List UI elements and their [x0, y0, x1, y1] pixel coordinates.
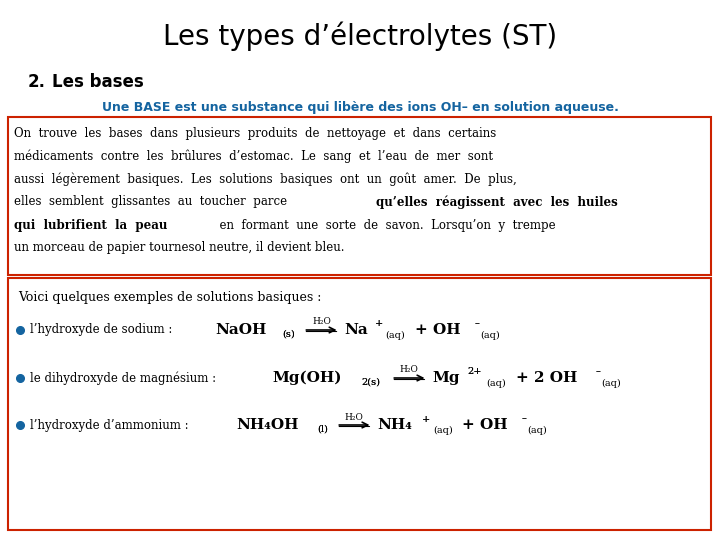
Text: –: – — [474, 320, 479, 328]
Text: Les bases: Les bases — [52, 73, 144, 91]
Text: (aq): (aq) — [487, 379, 506, 388]
Text: (aq): (aq) — [433, 426, 453, 435]
Text: Na: Na — [344, 323, 368, 337]
Text: (s): (s) — [282, 329, 294, 339]
Text: qu’elles  réagissent  avec  les  huiles: qu’elles réagissent avec les huiles — [376, 195, 618, 209]
Text: en  formant  une  sorte  de  savon.  Lorsqu’on  y  trempe: en formant une sorte de savon. Lorsqu’on… — [212, 219, 556, 232]
Text: aussi  légèrement  basiques.  Les  solutions  basiques  ont  un  goût  amer.  De: aussi légèrement basiques. Les solutions… — [14, 172, 517, 186]
Text: Une BASE est une substance qui libère des ions OH– en solution aqueuse.: Une BASE est une substance qui libère de… — [102, 100, 618, 113]
Text: –: – — [474, 320, 479, 328]
Text: Mg(OH): Mg(OH) — [272, 371, 342, 385]
Text: H₂O: H₂O — [400, 366, 419, 375]
Text: 2+: 2+ — [468, 368, 482, 376]
Text: Les types d’électrolytes (ST): Les types d’électrolytes (ST) — [163, 21, 557, 51]
Text: (s): (s) — [282, 329, 294, 339]
Text: l’hydroxyde d’ammonium :: l’hydroxyde d’ammonium : — [30, 418, 189, 431]
Text: Voici quelques exemples de solutions basiques :: Voici quelques exemples de solutions bas… — [18, 292, 321, 305]
Text: (aq): (aq) — [528, 426, 547, 435]
Text: (aq): (aq) — [386, 330, 405, 340]
Text: elles  semblent  glissantes  au  toucher  parce: elles semblent glissantes au toucher par… — [14, 195, 294, 208]
Text: +: + — [375, 320, 383, 328]
Bar — [8, 117, 711, 275]
Text: + OH: + OH — [415, 323, 461, 337]
Text: Mg: Mg — [432, 371, 460, 385]
Text: –: – — [595, 368, 600, 376]
Text: 2(s): 2(s) — [362, 377, 381, 387]
Text: On  trouve  les  bases  dans  plusieurs  produits  de  nettoyage  et  dans  cert: On trouve les bases dans plusieurs produ… — [14, 126, 496, 139]
Text: (l): (l) — [318, 424, 328, 434]
Text: NaOH: NaOH — [216, 323, 267, 337]
Text: 2.: 2. — [28, 73, 46, 91]
Text: 2+: 2+ — [468, 368, 482, 376]
Text: +: + — [423, 415, 431, 423]
Text: –: – — [595, 368, 600, 376]
Text: + OH: + OH — [462, 418, 508, 432]
Bar — [8, 278, 711, 530]
Text: (aq): (aq) — [480, 330, 500, 340]
Text: un morceau de papier tournesol neutre, il devient bleu.: un morceau de papier tournesol neutre, i… — [14, 241, 344, 254]
Text: +: + — [423, 415, 431, 423]
Text: médicaments  contre  les  brûlures  d’estomac.  Le  sang  et  l’eau  de  mer  so: médicaments contre les brûlures d’estoma… — [14, 149, 493, 163]
Text: H₂O: H₂O — [345, 413, 364, 422]
Text: +: + — [375, 320, 383, 328]
Text: le dihydroxyde de magnésium :: le dihydroxyde de magnésium : — [30, 372, 216, 384]
Text: –: – — [521, 415, 526, 423]
Text: H₂O: H₂O — [312, 318, 331, 327]
Text: + 2 OH: + 2 OH — [516, 371, 577, 385]
Text: l’hydroxyde de sodium :: l’hydroxyde de sodium : — [30, 323, 172, 336]
Text: NH₄: NH₄ — [377, 418, 413, 432]
Text: 2(s): 2(s) — [362, 377, 381, 387]
Text: (aq): (aq) — [601, 379, 621, 388]
Text: qui  lubrifient  la  peau: qui lubrifient la peau — [14, 219, 167, 232]
Text: NH₄OH: NH₄OH — [237, 418, 300, 432]
Text: –: – — [521, 415, 526, 423]
Text: (l): (l) — [318, 424, 328, 434]
